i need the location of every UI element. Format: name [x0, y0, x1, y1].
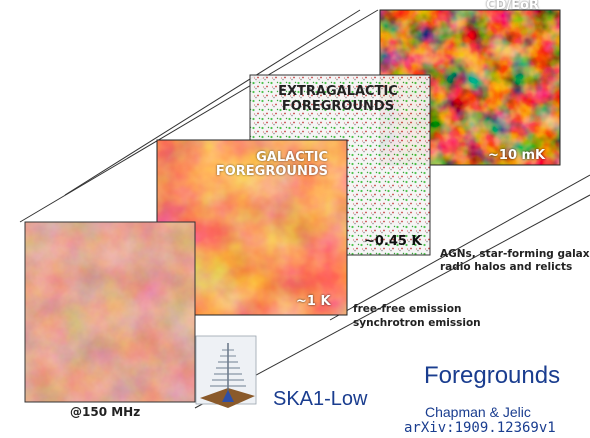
galactic-sources-line2: synchrotron emission	[353, 317, 481, 329]
eor-temperature: ~10 mK	[488, 148, 546, 163]
extragalactic-title-line2: FOREGROUNDS	[281, 99, 395, 114]
foregrounds-heading: Foregrounds	[424, 362, 561, 389]
sky-map-panel	[25, 222, 195, 402]
galactic-title-line2: FOREGROUNDS	[215, 164, 328, 179]
sky-map-panel-frame	[24, 221, 196, 403]
frequency-label: @150 MHz	[70, 405, 141, 419]
extragalactic-sources-line1: AGNs, star-forming galaxies,	[440, 248, 590, 260]
extragalactic-temperature: ~0.45 K	[364, 234, 422, 249]
extragalactic-sources-line2: radio halos and relicts	[440, 261, 573, 273]
extragalactic-title-line1: EXTRAGALACTIC	[278, 84, 398, 99]
ska-antenna-icon	[195, 335, 257, 408]
eor-panel-title: CD/EoR	[486, 0, 539, 13]
citation-arxiv: arXiv:1909.12369v1	[404, 420, 556, 436]
galactic-sources-line1: free-free emission	[353, 303, 462, 315]
galactic-title-line1: GALACTIC	[256, 150, 328, 165]
perspective-lines	[19, 9, 590, 409]
instrument-label: SKA1-Low	[273, 388, 368, 410]
citation-authors: Chapman & Jelic	[425, 404, 531, 420]
galactic-temperature: ~1 K	[296, 294, 331, 309]
